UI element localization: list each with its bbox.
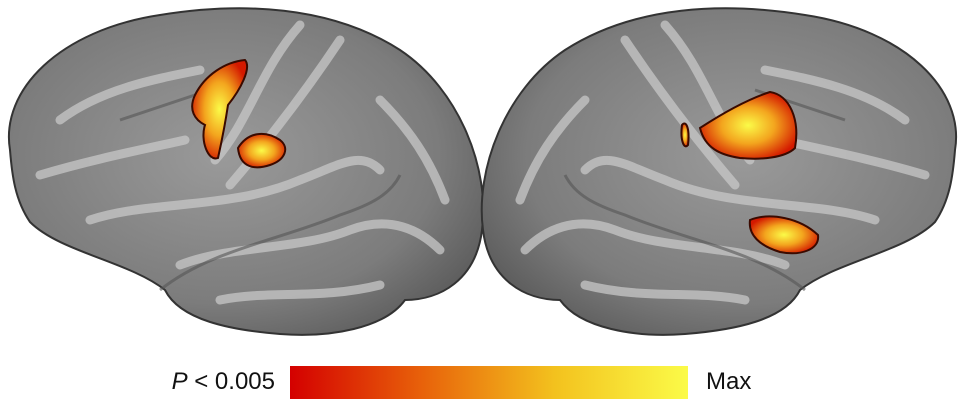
min-label-variable: P bbox=[171, 368, 188, 395]
min-label-threshold: < 0.005 bbox=[194, 368, 275, 395]
colorbar bbox=[290, 366, 688, 399]
max-label: Max bbox=[706, 368, 752, 395]
min-label: P < 0.005 bbox=[172, 366, 275, 398]
right-hemisphere bbox=[482, 8, 956, 335]
activations bbox=[191, 58, 820, 255]
brains bbox=[0, 0, 963, 360]
left-hemisphere bbox=[9, 8, 483, 335]
